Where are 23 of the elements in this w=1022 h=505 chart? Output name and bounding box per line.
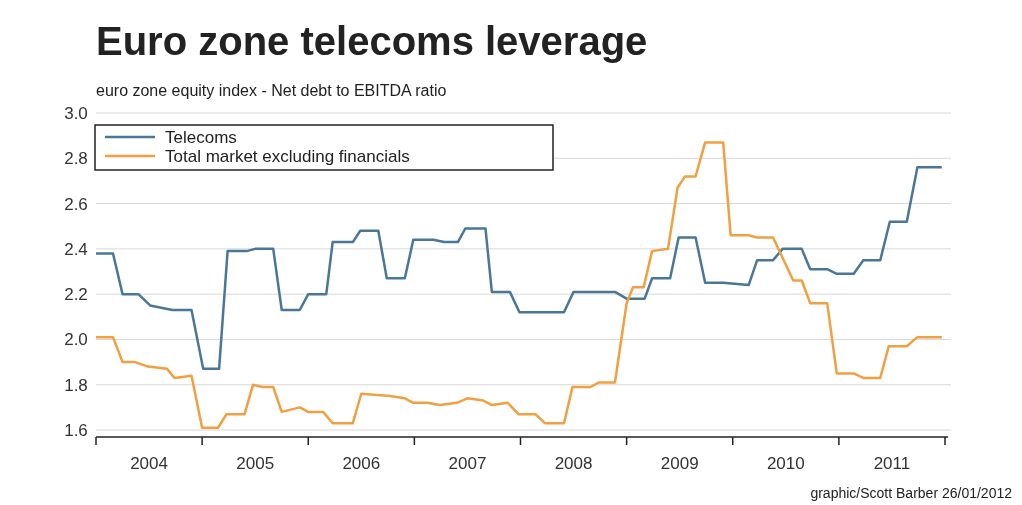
x-tick-label: 2009 xyxy=(660,454,699,473)
x-tick-label: 2007 xyxy=(448,454,487,473)
y-tick-label: 1.6 xyxy=(64,421,88,440)
x-tick-label: 2006 xyxy=(342,454,381,473)
y-tick-label: 2.2 xyxy=(64,285,88,305)
text: graphic/Scott Barber 26/01/2012 xyxy=(810,485,1013,501)
legend-label: Telecoms xyxy=(165,128,237,147)
y-tick-label: 2.4 xyxy=(64,239,88,259)
y-tick-label: 2.8 xyxy=(64,149,88,169)
x-tick-label: 2010 xyxy=(766,454,805,473)
x-tick-label: 2011 xyxy=(873,454,911,473)
x-tick-label: 2004 xyxy=(130,454,168,473)
legend-label: Total market excluding financials xyxy=(165,147,410,166)
chart-title: Euro zone telecoms leverage xyxy=(96,19,648,63)
chart-subtitle: euro zone equity index - Net debt to EBITDA ratio xyxy=(96,82,447,99)
x-tick-label: 2008 xyxy=(554,454,593,473)
line-series xyxy=(94,141,944,429)
x-tick-label: 2005 xyxy=(236,454,275,473)
y-tick-label: 2.6 xyxy=(64,194,88,214)
y-tick-label: 2.0 xyxy=(64,330,88,350)
y-tick-label: 1.8 xyxy=(64,375,88,395)
y-tick-label: 3.0 xyxy=(64,104,88,123)
line-series xyxy=(94,166,944,371)
